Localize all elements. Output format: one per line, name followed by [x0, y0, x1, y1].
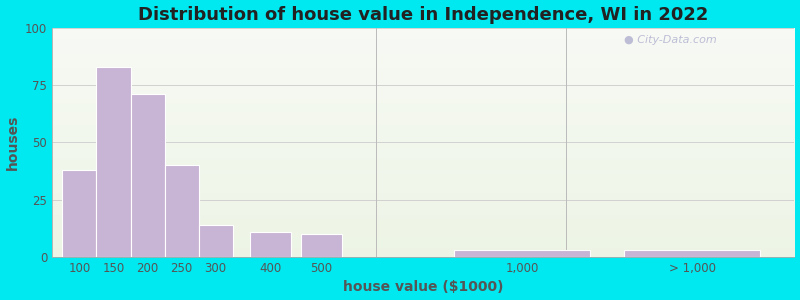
Title: Distribution of house value in Independence, WI in 2022: Distribution of house value in Independe… [138, 6, 709, 24]
Bar [198, 225, 233, 257]
Bar [454, 250, 590, 257]
Text: ● City-Data.com: ● City-Data.com [624, 35, 717, 45]
X-axis label: house value ($1000): house value ($1000) [343, 280, 503, 294]
Bar [62, 170, 97, 257]
Bar [301, 234, 342, 257]
Bar [97, 67, 130, 257]
Bar [130, 94, 165, 257]
Y-axis label: houses: houses [6, 115, 19, 170]
Bar [624, 250, 760, 257]
Bar [250, 232, 290, 257]
Bar [165, 165, 198, 257]
